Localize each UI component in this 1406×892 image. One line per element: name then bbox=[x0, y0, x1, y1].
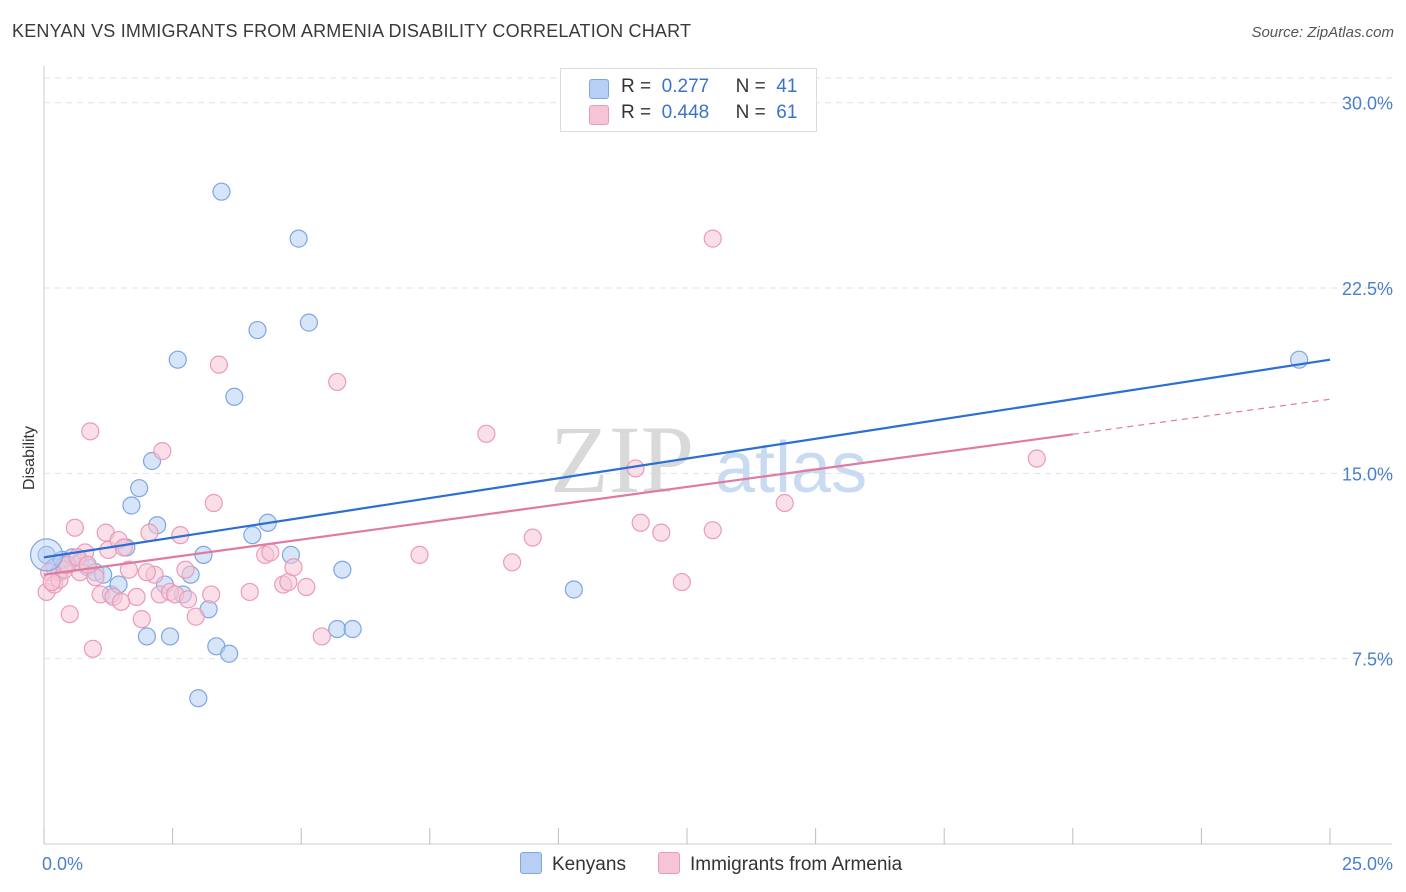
kenyans-point bbox=[564, 580, 583, 599]
kenyans-point bbox=[160, 627, 180, 646]
kenyans-point bbox=[343, 619, 362, 639]
watermark: ZIP atlas bbox=[550, 406, 867, 513]
armenia-point bbox=[703, 521, 722, 540]
axes-layer bbox=[43, 66, 1392, 845]
watermark-zip: ZIP bbox=[550, 406, 694, 513]
armenia-point bbox=[202, 585, 221, 604]
points-layer bbox=[29, 182, 1309, 708]
legend-swatch-blue bbox=[520, 852, 542, 874]
kenyans-point bbox=[299, 313, 319, 332]
armenia-point bbox=[261, 543, 280, 562]
kenyans-point bbox=[194, 545, 213, 564]
legend-r-label: R = bbox=[621, 102, 652, 123]
x-tick-label-max: 25.0% bbox=[1342, 854, 1393, 874]
armenia-trend-line bbox=[43, 433, 1073, 576]
y-tick-label: 15.0% bbox=[1342, 464, 1393, 484]
kenyans-point bbox=[333, 560, 352, 579]
armenia-point bbox=[153, 442, 172, 461]
kenyans-point bbox=[328, 619, 347, 639]
legend-r-label: R = bbox=[621, 76, 652, 97]
armenia-point bbox=[672, 572, 691, 592]
armenia-point bbox=[140, 523, 159, 542]
armenia-point bbox=[204, 493, 223, 513]
armenia-point bbox=[328, 372, 347, 392]
legend-r-value: 0.277 bbox=[661, 76, 710, 97]
grid-layer bbox=[44, 77, 1392, 660]
bottom-legend-kenyans: Kenyans bbox=[520, 852, 626, 876]
armenia-point bbox=[775, 493, 794, 513]
kenyans-point bbox=[248, 320, 267, 340]
armenia-point bbox=[284, 558, 303, 577]
kenyans-point bbox=[189, 689, 208, 708]
kenyans-point bbox=[168, 350, 187, 369]
y-axis-title: Disability bbox=[21, 426, 38, 490]
kenyans-point bbox=[225, 387, 244, 406]
armenia-point bbox=[312, 627, 331, 646]
armenia-point bbox=[127, 587, 146, 607]
armenia-point bbox=[703, 229, 722, 248]
legend-n-label: N = bbox=[735, 102, 766, 123]
legend-r-value: 0.448 bbox=[661, 102, 710, 123]
source-credit: Source: ZipAtlas.com bbox=[1251, 24, 1394, 41]
armenia-point bbox=[410, 545, 429, 564]
armenia-point bbox=[240, 582, 259, 602]
y-tick-label: 22.5% bbox=[1342, 279, 1393, 299]
armenia-point bbox=[176, 560, 195, 579]
kenyans-point bbox=[122, 496, 141, 515]
watermark-atlas: atlas bbox=[715, 428, 867, 508]
armenia-point bbox=[209, 355, 228, 374]
y-tick-label: 30.0% bbox=[1342, 94, 1393, 114]
kenyans-point bbox=[212, 182, 231, 201]
trend-layer bbox=[43, 358, 1331, 576]
kenyans-point bbox=[243, 526, 262, 545]
armenia-point bbox=[1027, 449, 1046, 468]
armenia-point bbox=[186, 607, 205, 626]
armenia-point bbox=[81, 422, 100, 441]
armenia-point bbox=[112, 592, 131, 611]
armenia-point bbox=[114, 538, 133, 557]
armenia-point bbox=[631, 513, 650, 532]
armenia-point bbox=[83, 639, 102, 658]
legend-swatch-pink bbox=[589, 105, 609, 125]
armenia-trend-extension bbox=[1072, 398, 1331, 435]
armenia-point bbox=[523, 528, 542, 547]
kenyans-point bbox=[130, 479, 149, 498]
chart-title: KENYAN VS IMMIGRANTS FROM ARMENIA DISABI… bbox=[12, 21, 692, 41]
x-tick-label-min: 0.0% bbox=[42, 854, 83, 874]
bottom-legend-armenia: Immigrants from Armenia bbox=[658, 852, 902, 876]
armenia-point bbox=[503, 553, 522, 572]
legend-swatch-pink bbox=[658, 852, 680, 874]
legend-n-label: N = bbox=[735, 76, 766, 97]
kenyans-point bbox=[289, 229, 308, 248]
armenia-point bbox=[65, 518, 84, 537]
kenyans-point bbox=[220, 644, 239, 663]
legend-n-value: 61 bbox=[776, 102, 798, 123]
armenia-point bbox=[652, 523, 671, 542]
armenia-point bbox=[477, 424, 496, 443]
armenia-point bbox=[297, 577, 316, 597]
legend-swatch-blue bbox=[589, 79, 609, 99]
armenia-point bbox=[42, 572, 61, 592]
y-tick-label: 7.5% bbox=[1352, 650, 1393, 670]
armenia-point bbox=[119, 560, 138, 579]
tick-labels: 7.5% 15.0% 22.5% 30.0% 0.0% 25.0% bbox=[42, 94, 1393, 874]
armenia-point bbox=[60, 605, 79, 624]
legend-n-value: 41 bbox=[776, 76, 798, 97]
kenyans-point bbox=[137, 627, 156, 646]
armenia-point bbox=[137, 563, 156, 582]
legend-label-armenia: Immigrants from Armenia bbox=[690, 854, 903, 875]
legend-label-kenyans: Kenyans bbox=[552, 854, 626, 875]
armenia-point bbox=[78, 555, 97, 574]
kenyans-trend-line bbox=[43, 358, 1331, 559]
armenia-point bbox=[132, 610, 151, 629]
stats-legend: R = 0.277 N = 41 R = 0.448 N = 61 bbox=[560, 68, 817, 132]
armenia-point bbox=[178, 590, 198, 609]
